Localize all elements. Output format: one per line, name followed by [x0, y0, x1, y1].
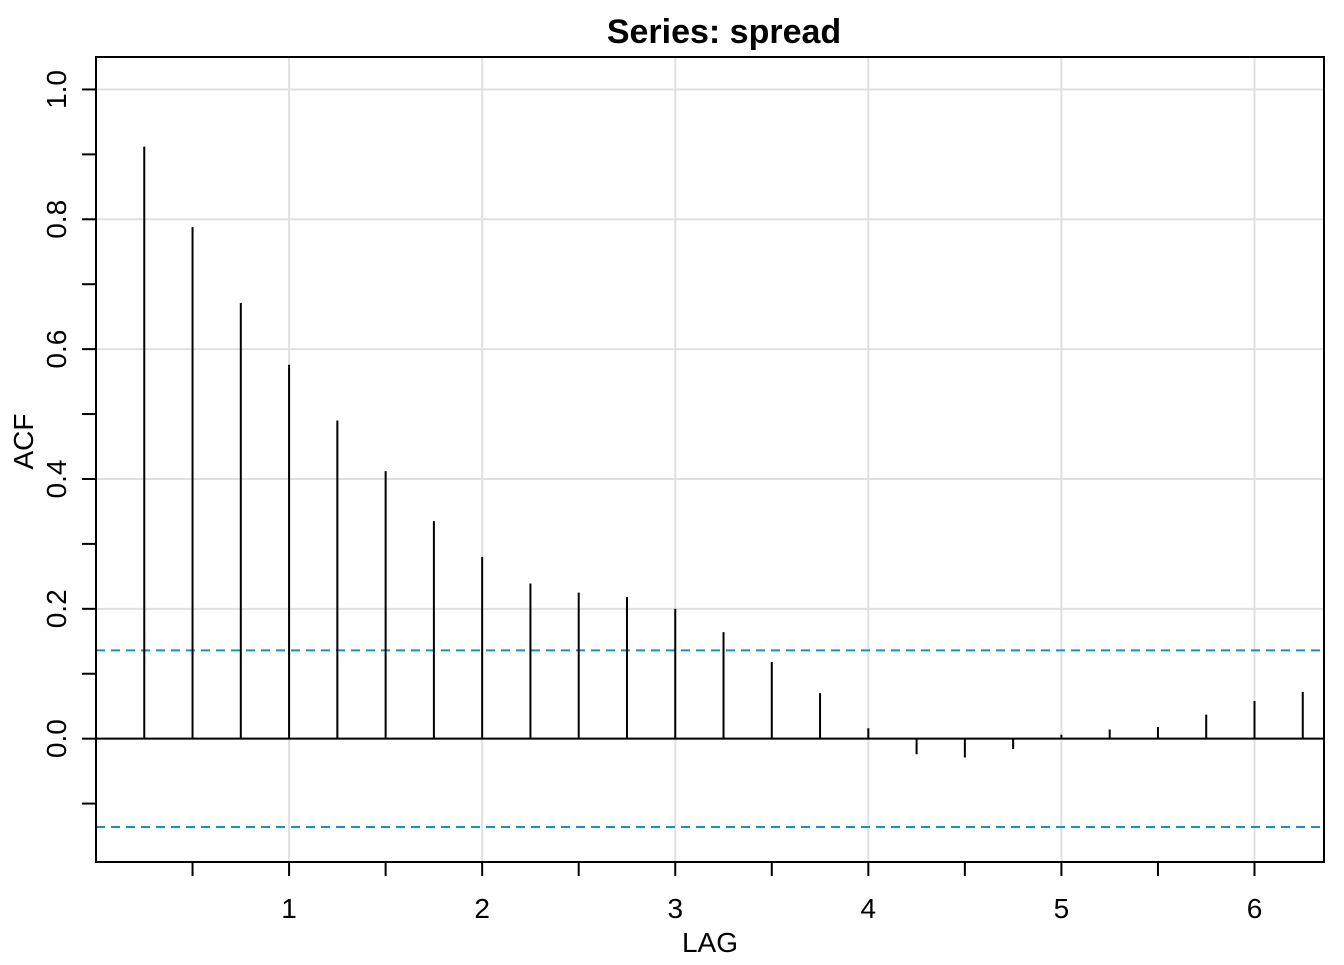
grid-layer — [96, 57, 1324, 862]
chart-title: Series: spread — [607, 13, 841, 51]
y-axis-title: ACF — [8, 414, 39, 470]
x-axis-title: LAG — [682, 927, 738, 958]
y-tick-label: 0.6 — [41, 330, 72, 369]
plot-frame — [95, 56, 1325, 863]
x-tick-label: 4 — [861, 893, 877, 924]
y-tick-label: 0.2 — [41, 589, 72, 628]
axis-layer: 1 2 3 4 5 6 0.0 0.2 0.4 0.6 0.8 1.0 — [41, 70, 1324, 924]
y-tick-label: 1.0 — [41, 70, 72, 109]
x-tick-label: 6 — [1247, 893, 1263, 924]
stem-layer — [143, 146, 1304, 758]
x-tick-label: 2 — [474, 893, 490, 924]
y-tick-label: 0.4 — [41, 460, 72, 499]
confidence-layer — [96, 649, 1324, 828]
y-tick-label: 0.8 — [41, 200, 72, 239]
y-tick-label: 0.0 — [41, 719, 72, 758]
x-tick-label: 3 — [667, 893, 683, 924]
x-tick-label: 5 — [1054, 893, 1070, 924]
x-tick-label: 1 — [281, 893, 297, 924]
